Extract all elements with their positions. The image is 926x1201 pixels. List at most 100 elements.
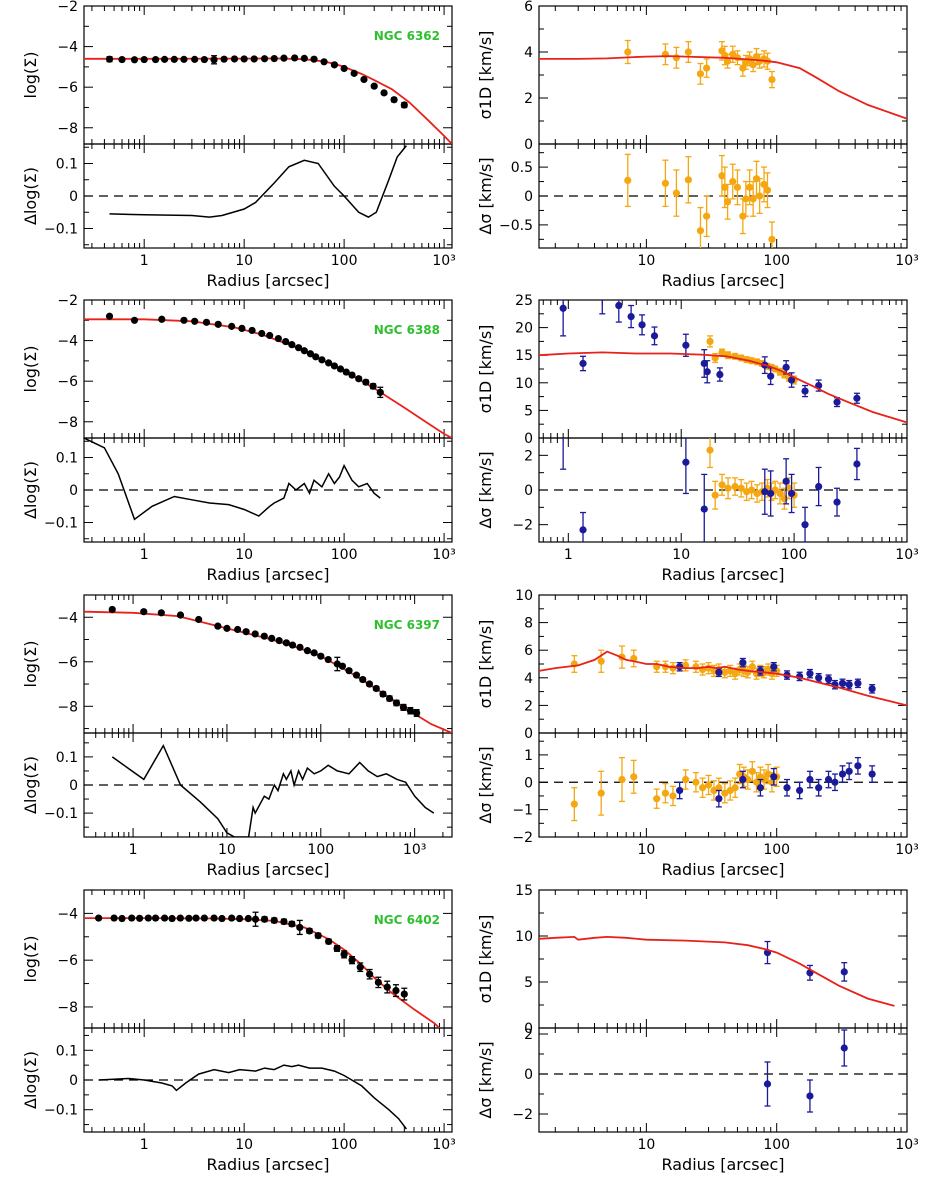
- dispersion-resid-ytick-label: −2: [512, 1107, 533, 1123]
- optical-resid-point: [776, 489, 784, 498]
- radial-velocity-point: [599, 288, 606, 295]
- dispersion-main-frame: [538, 594, 908, 734]
- profile-xtick-label: 100: [307, 842, 334, 858]
- radial-resid-point: [756, 784, 765, 792]
- profile-data-point: [365, 680, 374, 688]
- radial-velocity-point: [615, 301, 623, 310]
- dispersion-y-axis-title: σ1D [km/s]: [476, 620, 495, 709]
- profile-main-ytick-label: −6: [57, 374, 78, 390]
- optical-resid-point: [570, 800, 578, 808]
- radial-resid-point: [806, 775, 814, 784]
- dispersion-main-ytick-label: 2: [524, 91, 533, 107]
- profile-data-point: [306, 350, 315, 358]
- dispersion-main-frame: [538, 889, 908, 1029]
- optical-resid-point: [698, 784, 707, 792]
- profile-data-point: [330, 362, 339, 370]
- profile-data-point: [400, 990, 408, 998]
- optical-resid-point: [742, 195, 750, 203]
- profile-main-ytick-label: −2: [57, 0, 78, 15]
- profile-resid-y-axis-title: Δlog(Σ): [21, 756, 40, 814]
- profile-resid-ytick-label: 0.1: [56, 451, 78, 467]
- optical-dispersion-point: [748, 663, 756, 671]
- profile-main-ytick-label: −4: [57, 40, 78, 56]
- profile-panel-row2: −2 −4 −6 −8 0.1 0 −0.1 1 10 100 10³ Radius [arcsec]…: [21, 293, 456, 584]
- dispersion-resid-ytick-label: 0: [524, 483, 533, 499]
- optical-resid-point: [752, 175, 761, 183]
- profile-main-ytick-label: −6: [57, 655, 78, 671]
- profile-data-point: [268, 634, 276, 643]
- radial-resid-point: [854, 762, 862, 770]
- profile-data-point: [180, 316, 188, 324]
- profile-data-point: [151, 55, 160, 64]
- dispersion-resid-y-axis-title: Δσ [km/s]: [476, 1041, 495, 1118]
- profile-data-point: [312, 353, 320, 361]
- profile-data-point: [325, 359, 333, 367]
- optical-resid-point: [724, 484, 732, 492]
- profile-resid-line: [111, 743, 435, 837]
- radial-velocity-point: [853, 394, 861, 402]
- radial-resid-point: [562, 438, 565, 439]
- radial-velocity-point: [700, 359, 708, 368]
- profile-data-point: [399, 703, 408, 712]
- profile-data-point: [340, 950, 348, 958]
- dispersion-main-ytick-label: 10: [515, 929, 533, 945]
- radial-velocity-point: [627, 312, 635, 321]
- dispersion-resid-ytick-label: −2: [512, 518, 533, 534]
- optical-resid-point: [704, 781, 713, 789]
- profile-data-point: [200, 55, 208, 64]
- dispersion-main-ytick-label: 15: [515, 883, 533, 899]
- profile-data-point: [390, 96, 398, 104]
- radial-resid-point: [782, 477, 790, 485]
- dispersion-resid-ytick-label: −1: [512, 803, 533, 819]
- radial-resid-point: [840, 1044, 848, 1052]
- profile-data-point: [176, 914, 184, 922]
- profile-data-point: [288, 920, 296, 928]
- profile-main-ytick-label: −6: [57, 953, 78, 969]
- optical-resid-point: [723, 198, 732, 206]
- dispersion-xtick-label: 10: [672, 547, 690, 563]
- profile-data-point: [140, 608, 148, 616]
- profile-xtick-label: 10: [235, 547, 253, 563]
- optical-resid-point: [731, 784, 739, 792]
- optical-resid-point: [696, 227, 705, 235]
- profile-data-point: [379, 690, 387, 698]
- profile-data-point: [282, 338, 290, 346]
- profile-xtick-label: 1: [129, 842, 138, 858]
- profile-data-point: [230, 55, 239, 63]
- optical-dispersion-point: [624, 48, 632, 56]
- profile-data-point: [192, 914, 200, 922]
- radial-resid-point: [801, 521, 809, 529]
- profile-data-point: [214, 320, 222, 328]
- optical-resid-point: [721, 183, 729, 191]
- radial-resid-point: [833, 498, 841, 506]
- radial-resid-point: [845, 767, 853, 775]
- dispersion-main-ytick-label: 0: [524, 726, 533, 742]
- profile-data-point: [282, 639, 290, 647]
- dispersion-xtick-label: 10: [637, 253, 655, 269]
- radial-velocity-point: [716, 370, 724, 379]
- dispersion-main-ytick-label: 10: [515, 376, 533, 392]
- dispersion-resid-ytick-label: −0.5: [499, 218, 533, 234]
- dispersion-main-ytick-label: 4: [524, 45, 533, 61]
- cluster-label: NGC 6402: [374, 913, 440, 927]
- profile-data-point: [140, 55, 148, 64]
- profile-data-point: [310, 649, 318, 657]
- profile-data-point: [400, 101, 408, 109]
- profile-data-point: [303, 647, 312, 655]
- profile-data-point: [406, 707, 414, 715]
- profile-resid-ytick-label: 0: [69, 778, 78, 794]
- profile-data-point: [228, 322, 236, 330]
- profile-data-point: [374, 978, 382, 986]
- profile-main-ytick-label: −4: [57, 610, 78, 626]
- radial-velocity-point: [854, 679, 862, 687]
- profile-data-point: [260, 915, 269, 923]
- profile-data-point: [380, 89, 388, 97]
- profile-data-point: [383, 983, 391, 991]
- profile-data-point: [300, 54, 308, 62]
- optical-resid-point: [597, 789, 605, 797]
- profile-xtick-label: 100: [331, 547, 358, 563]
- profile-data-point: [300, 347, 308, 355]
- profile-data-point: [314, 932, 322, 940]
- radial-velocity-point: [782, 363, 790, 371]
